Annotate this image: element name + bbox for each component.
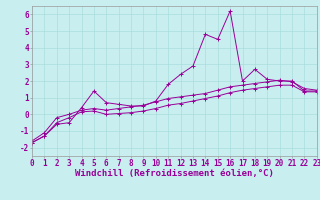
X-axis label: Windchill (Refroidissement éolien,°C): Windchill (Refroidissement éolien,°C) — [75, 169, 274, 178]
